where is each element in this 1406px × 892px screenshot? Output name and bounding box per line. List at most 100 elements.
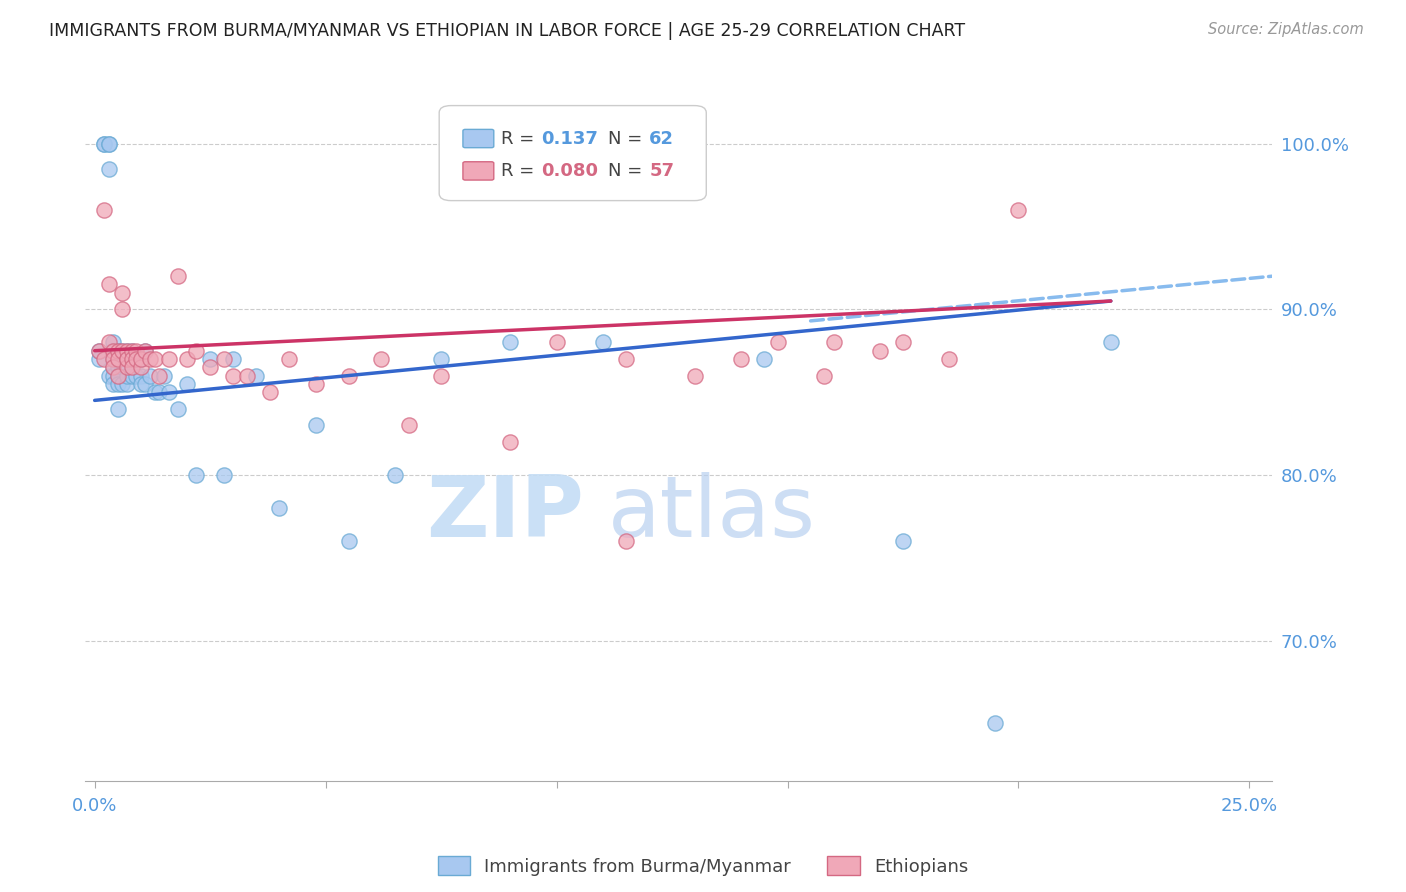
Point — [134, 343, 156, 358]
Point — [129, 368, 152, 383]
Point — [121, 351, 143, 366]
FancyBboxPatch shape — [463, 161, 494, 180]
Point — [166, 269, 188, 284]
Point — [259, 385, 281, 400]
Point — [212, 467, 235, 482]
Point — [938, 351, 960, 366]
Text: 57: 57 — [650, 162, 675, 180]
Point — [337, 368, 360, 383]
Point — [107, 343, 129, 358]
Point — [101, 351, 124, 366]
Point — [107, 351, 129, 366]
FancyBboxPatch shape — [463, 129, 494, 148]
Point — [546, 335, 568, 350]
Point — [134, 343, 156, 358]
Point — [683, 368, 706, 383]
Point — [101, 343, 124, 358]
Legend: Immigrants from Burma/Myanmar, Ethiopians: Immigrants from Burma/Myanmar, Ethiopian… — [430, 849, 976, 883]
Point — [245, 368, 267, 383]
Point — [337, 534, 360, 549]
Point — [813, 368, 835, 383]
Point — [148, 385, 170, 400]
Point — [186, 343, 208, 358]
Point — [823, 335, 845, 350]
Point — [614, 351, 637, 366]
Text: R =: R = — [501, 162, 540, 180]
Point — [121, 360, 143, 375]
Point — [93, 136, 115, 151]
Point — [148, 368, 170, 383]
Point — [97, 136, 120, 151]
Point — [101, 335, 124, 350]
Point — [176, 376, 198, 391]
Point — [129, 351, 152, 366]
Point — [93, 202, 115, 217]
Point — [730, 351, 752, 366]
Point — [107, 368, 129, 383]
Point — [269, 501, 291, 516]
Point — [111, 343, 134, 358]
Point — [129, 376, 152, 391]
Text: ZIP: ZIP — [426, 473, 583, 556]
Point — [129, 360, 152, 375]
Point — [305, 376, 328, 391]
Point — [121, 343, 143, 358]
Point — [89, 343, 111, 358]
Point — [499, 335, 522, 350]
Point — [430, 368, 453, 383]
Point — [157, 351, 180, 366]
Point — [101, 360, 124, 375]
Point — [115, 368, 138, 383]
Point — [101, 351, 124, 366]
Point — [430, 351, 453, 366]
Text: R =: R = — [501, 129, 540, 147]
Point — [305, 418, 328, 433]
Point — [614, 534, 637, 549]
Point — [115, 343, 138, 358]
Point — [115, 360, 138, 375]
Point — [143, 351, 166, 366]
Point — [198, 351, 221, 366]
Point — [236, 368, 259, 383]
Point — [107, 368, 129, 383]
Point — [93, 351, 115, 366]
Point — [97, 335, 120, 350]
Point — [134, 376, 156, 391]
Point — [111, 285, 134, 300]
Point — [1099, 335, 1122, 350]
Point — [768, 335, 790, 350]
Point — [107, 360, 129, 375]
Point — [107, 343, 129, 358]
Point — [499, 434, 522, 449]
Point — [754, 351, 776, 366]
Point — [107, 351, 129, 366]
Point — [125, 351, 148, 366]
Point — [97, 368, 120, 383]
Point — [107, 401, 129, 416]
Point — [101, 376, 124, 391]
Text: IMMIGRANTS FROM BURMA/MYANMAR VS ETHIOPIAN IN LABOR FORCE | AGE 25-29 CORRELATIO: IMMIGRANTS FROM BURMA/MYANMAR VS ETHIOPI… — [49, 22, 966, 40]
Point — [115, 351, 138, 366]
Text: 0.137: 0.137 — [541, 129, 598, 147]
Point — [97, 161, 120, 176]
Point — [166, 401, 188, 416]
Point — [592, 335, 614, 350]
Point — [115, 360, 138, 375]
Point — [93, 136, 115, 151]
Point — [101, 368, 124, 383]
Point — [101, 343, 124, 358]
Point — [222, 368, 245, 383]
Text: 0.080: 0.080 — [541, 162, 599, 180]
Point — [115, 351, 138, 366]
Point — [176, 351, 198, 366]
Point — [129, 351, 152, 366]
Point — [212, 351, 235, 366]
Text: N =: N = — [607, 129, 648, 147]
Text: Source: ZipAtlas.com: Source: ZipAtlas.com — [1208, 22, 1364, 37]
Point — [121, 343, 143, 358]
Point — [222, 351, 245, 366]
Point — [97, 136, 120, 151]
Point — [115, 351, 138, 366]
Point — [111, 376, 134, 391]
Point — [198, 360, 221, 375]
